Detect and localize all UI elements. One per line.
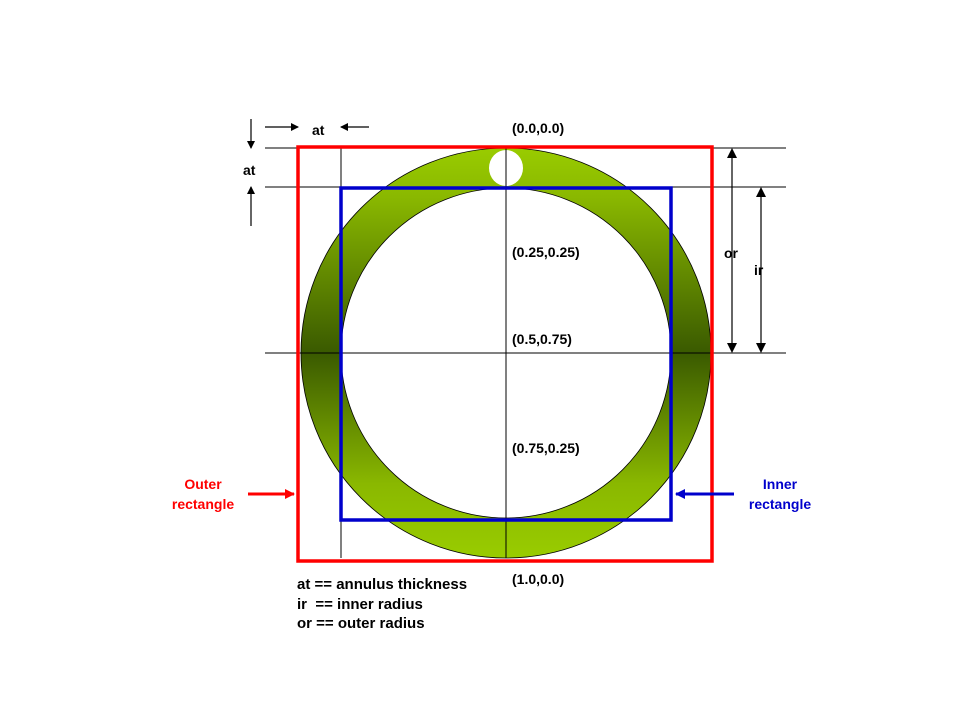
outer-rectangle bbox=[296, 145, 714, 563]
coord-label-inner-top: (0.25,0.25) bbox=[512, 244, 580, 260]
legend-line-at: at == annulus thickness bbox=[297, 576, 467, 593]
coord-label-top: (0.0,0.0) bbox=[512, 120, 564, 136]
inner-rectangle-label-line1: Inner bbox=[763, 476, 798, 492]
coord-label-lower: (0.75,0.25) bbox=[512, 440, 580, 456]
inner-rectangle-label-line2: rectangle bbox=[749, 496, 811, 512]
at-vertical-label: at bbox=[243, 162, 256, 178]
coord-label-bottom: (1.0,0.0) bbox=[512, 571, 564, 587]
inner-radius-arrowhead-top bbox=[756, 187, 766, 197]
outer-radius-arrowhead-bottom bbox=[727, 343, 737, 353]
inner-radius-label: ir bbox=[754, 262, 764, 278]
outer-radius-label: or bbox=[724, 245, 739, 261]
legend-line-ir: ir == inner radius bbox=[297, 596, 423, 613]
outer-radius-arrowhead-top bbox=[727, 148, 737, 158]
legend-line-or: or == outer radius bbox=[297, 615, 425, 632]
outer-rectangle-label-line1: Outer bbox=[184, 476, 222, 492]
inner-rectangle bbox=[339, 186, 673, 522]
inner-radius-arrowhead-bottom bbox=[756, 343, 766, 353]
coord-label-center: (0.5,0.75) bbox=[512, 331, 572, 347]
outer-rectangle-label-line2: rectangle bbox=[172, 496, 234, 512]
at-horizontal-label: at bbox=[312, 122, 325, 138]
